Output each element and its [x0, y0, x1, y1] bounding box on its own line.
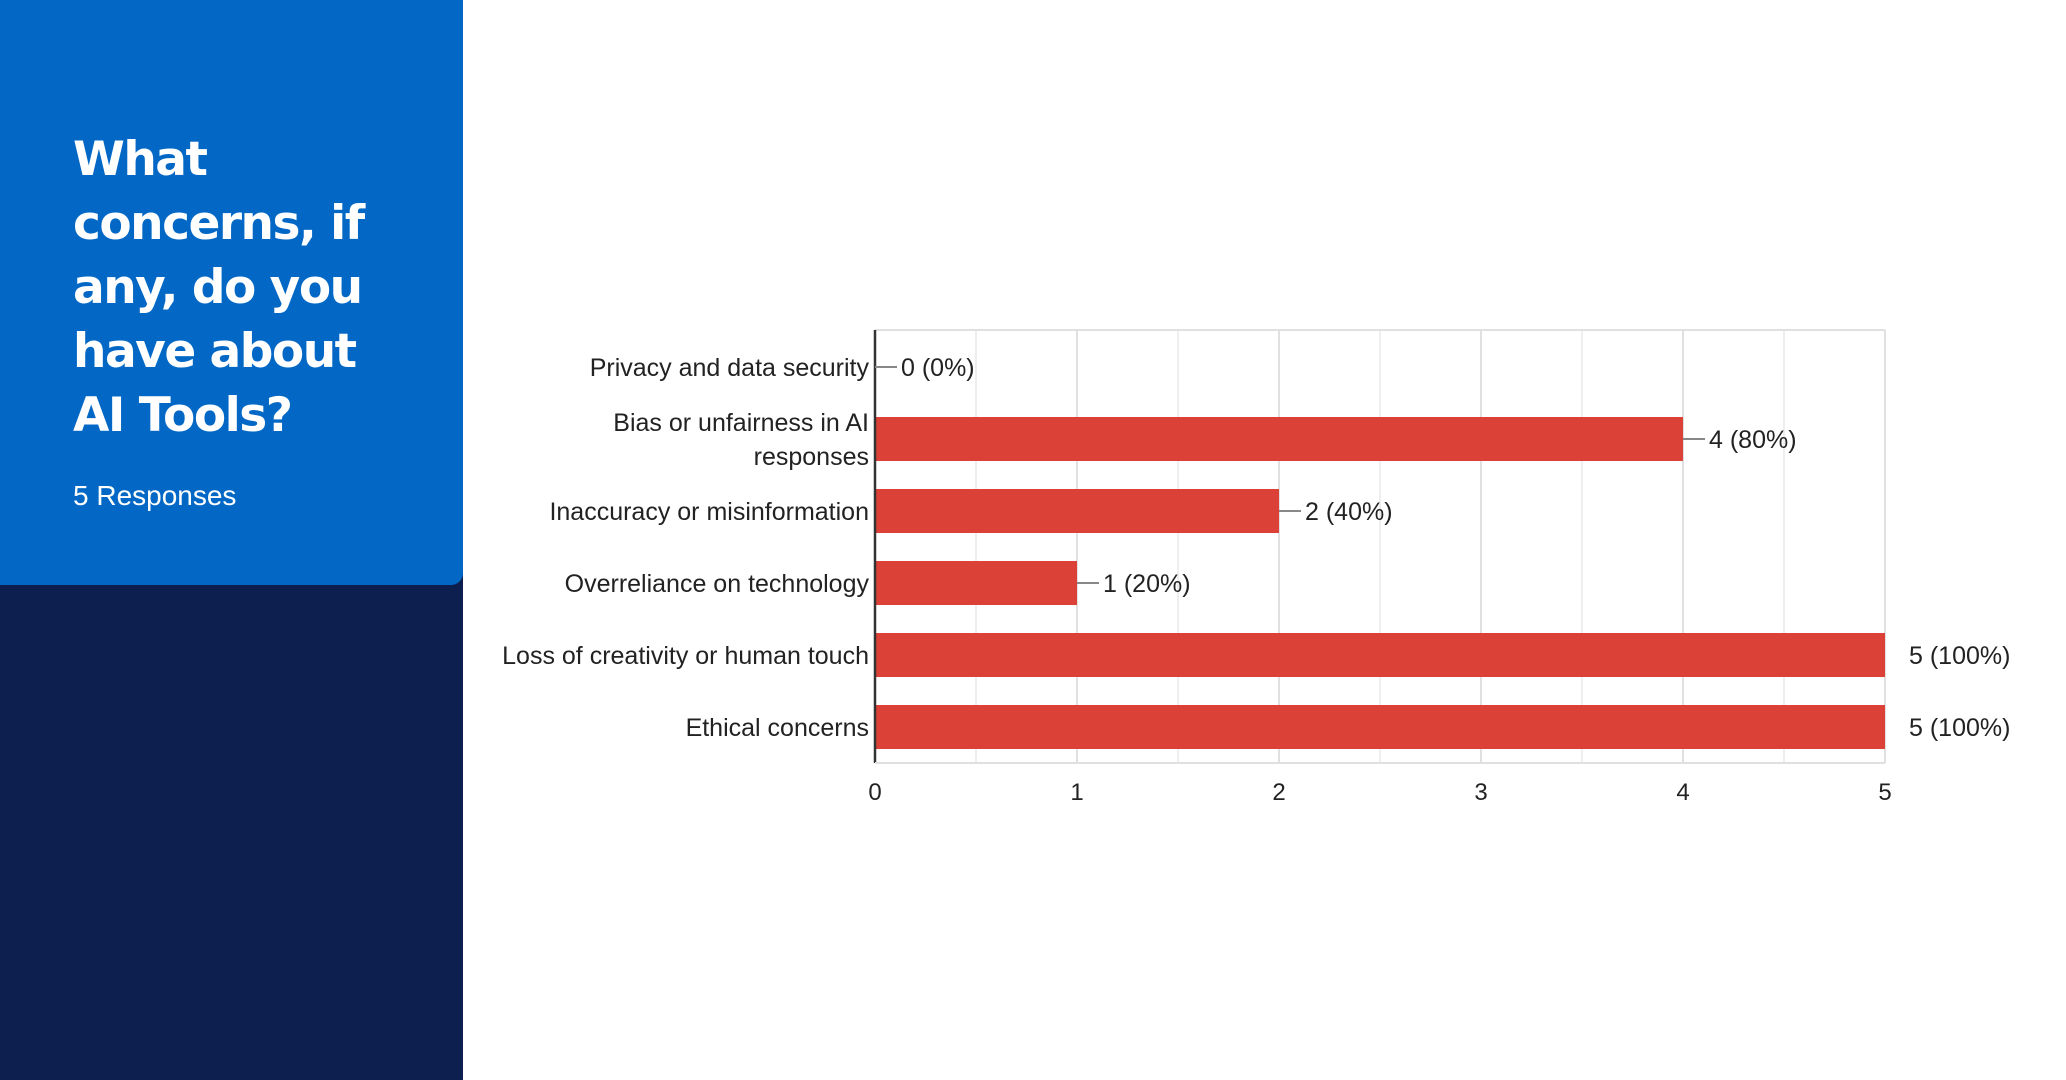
- x-tick-label: 3: [1474, 779, 1487, 806]
- data-label: 1 (20%): [1103, 570, 1191, 598]
- bar: [875, 561, 1077, 605]
- x-tick-label: 4: [1676, 779, 1689, 806]
- category-label: Privacy and data security: [590, 354, 870, 382]
- labels: 0 (0%) Privacy and data security 4 (80%) Bi…: [502, 354, 2010, 742]
- category-label: Loss of creativity or human touch: [502, 642, 869, 670]
- data-label: 2 (40%): [1305, 498, 1393, 526]
- bar: [875, 417, 1683, 461]
- bar: [875, 705, 1885, 749]
- x-tick-label: 0: [868, 779, 881, 806]
- x-tick-label: 1: [1070, 779, 1083, 806]
- bars: [875, 417, 1885, 749]
- bar: [875, 633, 1885, 677]
- data-label: 5 (100%): [1909, 642, 2010, 670]
- data-label: 5 (100%): [1909, 714, 2010, 742]
- data-label: 4 (80%): [1709, 426, 1797, 454]
- question-title: What concerns, if any, do you have about…: [73, 132, 365, 443]
- x-tick-label: 5: [1878, 779, 1891, 806]
- category-label: Overreliance on technology: [565, 570, 870, 598]
- bar-chart: 0 1 2 3 4 5 0 (0%) Privacy and data security 4 …: [502, 329, 2010, 806]
- category-label: Ethical concerns: [686, 714, 869, 742]
- axes: 0 1 2 3 4 5: [868, 330, 1892, 806]
- category-label: Bias or unfairness in AI: [613, 409, 869, 437]
- category-label: Inaccuracy or misinformation: [549, 498, 869, 526]
- response-count: 5 Responses: [73, 480, 237, 511]
- x-tick-label: 2: [1272, 779, 1285, 806]
- gridlines: [874, 329, 1886, 763]
- question-card: What concerns, if any, do you have about…: [0, 0, 463, 585]
- category-label: responses: [754, 443, 869, 471]
- bar: [875, 489, 1279, 533]
- data-label: 0 (0%): [901, 354, 975, 382]
